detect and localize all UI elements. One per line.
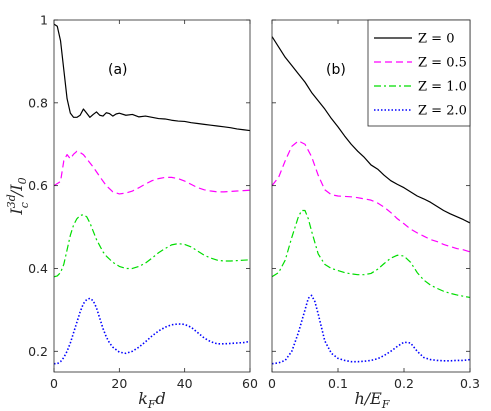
x-tick-label-b-2: 0.2 <box>394 376 414 391</box>
x-axis-label-a: kFd <box>138 389 166 411</box>
y-tick-label-0: 0.2 <box>28 344 48 359</box>
y-tick-label-1: 0.4 <box>28 261 48 276</box>
y-tick-label-2: 0.6 <box>28 178 48 193</box>
legend-label-3: Z = 2.0 <box>418 104 467 119</box>
y-tick-label-4: 1 <box>40 13 48 28</box>
legend-label-1: Z = 0.5 <box>418 56 467 71</box>
series-line-b-2 <box>272 209 470 299</box>
legend-label-0: Z = 0 <box>418 32 454 47</box>
x-tick-label-b-3: 0.3 <box>460 376 480 391</box>
series-group-a <box>54 23 250 365</box>
y-axis-label: I3dc/I0 <box>5 177 31 215</box>
series-line-a-3 <box>54 297 250 365</box>
ticks-a: 0 20 40 60 0.2 0.4 0.6 0.8 1 <box>28 13 258 392</box>
legend: Z = 0 Z = 0.5 Z = 1.0 Z = 2.0 <box>367 19 471 127</box>
x-tick-label-a-0: 0 <box>50 376 58 391</box>
x-tick-label-a-1: 20 <box>111 376 127 391</box>
x-tick-label-b-1: 0.1 <box>328 376 348 391</box>
series-line-a-0 <box>54 23 250 132</box>
series-line-b-1 <box>272 140 470 253</box>
axes-frame-a <box>53 19 251 373</box>
series-line-a-2 <box>54 214 250 278</box>
panel-a: 0 20 40 60 0.2 0.4 0.6 0.8 1 (a) kFd I3dc/I0 <box>5 13 258 411</box>
legend-items: Z = 0 Z = 0.5 Z = 1.0 Z = 2.0 <box>374 32 467 119</box>
panel-label-b: (b) <box>326 62 346 78</box>
panel-b: 0 0.1 0.2 0.3 (b) h/EF Z = 0Z = 0.5Z = 1.0Z… <box>268 19 480 411</box>
x-tick-label-b-0: 0 <box>268 376 276 391</box>
x-tick-label-a-2: 40 <box>177 376 193 391</box>
panel-label-a: (a) <box>108 62 128 78</box>
ticks-b: 0 0.1 0.2 0.3 <box>268 19 480 391</box>
series-line-a-1 <box>54 150 250 195</box>
y-tick-label-3: 0.8 <box>28 95 48 110</box>
series-group-b <box>272 36 470 365</box>
series-line-b-3 <box>272 294 470 365</box>
series-line-b-0 <box>272 36 470 224</box>
x-axis-label-b: h/EF <box>354 389 389 411</box>
legend-label-2: Z = 1.0 <box>418 80 467 95</box>
x-tick-label-a-3: 60 <box>242 376 258 391</box>
